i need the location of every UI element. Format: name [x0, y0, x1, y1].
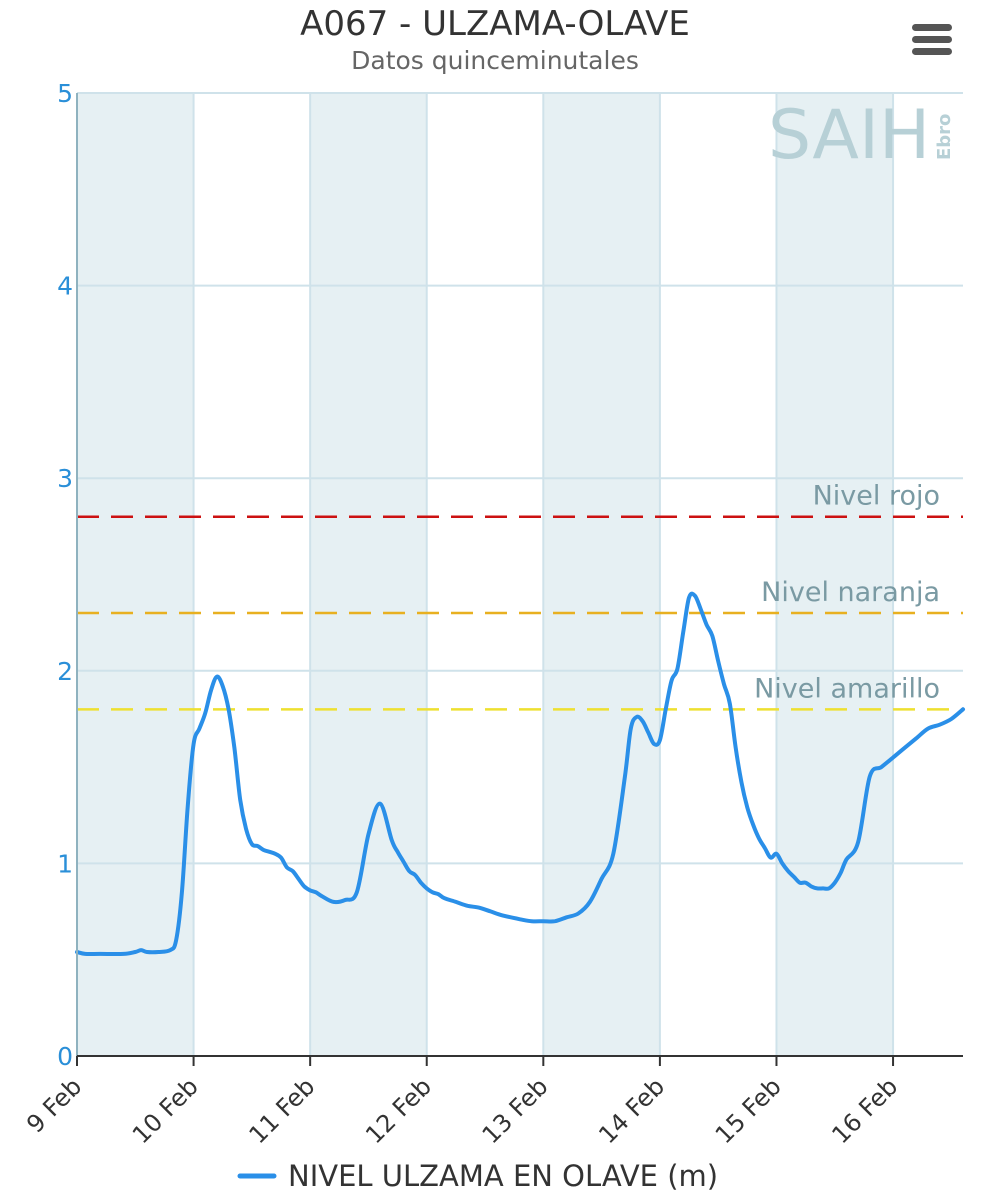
watermark-main: SAIH — [768, 96, 930, 175]
y-tick-5: 5 — [57, 79, 73, 108]
x-tick-labels: 9 Feb 10 Feb 11 Feb 12 Feb 13 Feb 14 Feb 15 Fe… — [21, 1056, 903, 1149]
x-tick-1: 10 Feb — [127, 1072, 204, 1149]
series-line-0 — [75, 591, 965, 957]
y-tick-2: 2 — [57, 657, 73, 686]
y-tick-3: 3 — [57, 464, 73, 493]
day-band-2 — [543, 93, 660, 1056]
x-tick-4: 13 Feb — [477, 1072, 554, 1149]
y-tick-0: 0 — [57, 1042, 73, 1071]
legend-label-0: NIVEL ULZAMA EN OLAVE (m) — [288, 1159, 718, 1193]
x-tick-0: 9 Feb — [21, 1072, 87, 1138]
saih-ebro-watermark: SAIH Ebro — [768, 96, 955, 175]
y-tick-labels: 0 1 2 3 4 5 — [57, 79, 73, 1071]
day-bands — [77, 93, 894, 1056]
chart-title: A067 - ULZAMA-OLAVE — [300, 4, 690, 44]
hamburger-menu-icon[interactable] — [908, 22, 954, 58]
watermark-sub: Ebro — [934, 114, 955, 160]
series-lines — [75, 591, 965, 957]
x-tick-7: 16 Feb — [826, 1072, 903, 1149]
day-band-3 — [776, 93, 894, 1056]
x-tick-5: 14 Feb — [593, 1072, 670, 1149]
day-band-1 — [310, 93, 427, 1056]
chart-subtitle: Datos quinceminutales — [351, 46, 639, 75]
threshold-label-2: Nivel amarillo — [754, 673, 940, 704]
threshold-label-1: Nivel naranja — [761, 577, 940, 608]
legend[interactable]: NIVEL ULZAMA EN OLAVE (m) — [237, 1159, 718, 1193]
day-band-0 — [77, 93, 194, 1056]
y-tick-1: 1 — [57, 849, 73, 878]
y-tick-4: 4 — [57, 272, 73, 301]
x-tick-3: 12 Feb — [360, 1072, 437, 1149]
x-tick-2: 11 Feb — [244, 1072, 321, 1149]
threshold-lines: Nivel rojo Nivel naranja Nivel amarillo — [77, 481, 963, 711]
axes — [76, 93, 963, 1057]
threshold-label-0: Nivel rojo — [813, 481, 940, 512]
x-tick-6: 15 Feb — [710, 1072, 787, 1149]
